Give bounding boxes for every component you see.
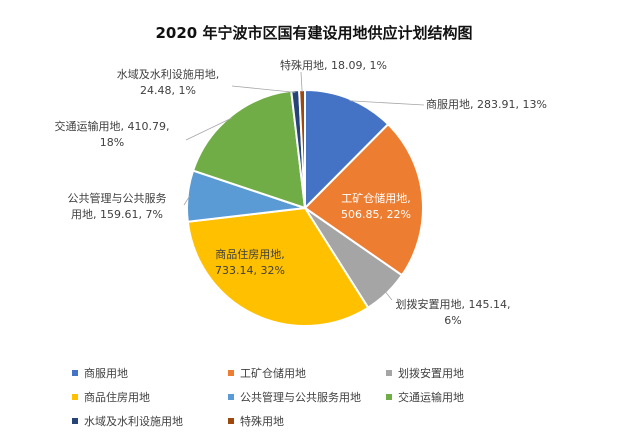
legend-item-teshu: 特殊用地	[228, 413, 284, 429]
leader-line-gonggong	[183, 195, 190, 206]
leader-line-jiaotong	[185, 117, 232, 141]
pie-slice-jiaotong	[191, 89, 307, 210]
legend-item-shangfu: 商服用地	[72, 365, 128, 381]
pie-slice-shangfu	[304, 88, 390, 211]
pie-slice-gongkuang	[303, 122, 424, 277]
chart-title: 2020 年宁波市区国有建设用地供应计划结构图	[155, 24, 473, 42]
legend-swatch	[72, 370, 78, 376]
leader-line-shuiyu	[231, 85, 296, 93]
data-label-shangfu: 商服用地, 283.91, 13%	[426, 98, 547, 111]
legend-item-huabo: 划拨安置用地	[386, 365, 464, 381]
data-label-shuiyu: 水域及水利设施用地, 24.48, 1%	[116, 68, 220, 97]
legend-item-gongkuang: 工矿仓储用地	[228, 365, 306, 381]
data-label-huabo: 划拨安置用地, 145.14, 6%	[395, 298, 511, 327]
legend-swatch	[228, 370, 234, 376]
data-label-gonggong: 公共管理与公共服务 用地, 159.61, 7%	[67, 192, 167, 221]
leader-line-teshu	[300, 71, 303, 93]
legend-item-gonggong: 公共管理与公共服务用地	[228, 389, 361, 405]
legend-item-jiaotong: 交通运输用地	[386, 389, 464, 405]
legend-swatch	[228, 394, 234, 400]
legend-swatch	[386, 394, 392, 400]
data-label-zhufang: 商品住房用地, 733.14, 32%	[215, 248, 285, 277]
legend-swatch	[386, 370, 392, 376]
data-label-jiaotong: 交通运输用地, 410.79, 18%	[54, 120, 170, 149]
leader-line-huabo	[384, 291, 393, 301]
pie-slice-zhufang	[186, 206, 370, 327]
legend-swatch	[72, 418, 78, 424]
data-label-gongkuang: 工矿仓储用地, 506.85, 22%	[341, 192, 411, 221]
legend-swatch	[72, 394, 78, 400]
leader-line-shangfu	[349, 100, 425, 106]
legend-swatch	[228, 418, 234, 424]
legend-item-zhufang: 商品住房用地	[72, 389, 150, 405]
legend-item-shuiyu: 水域及水利设施用地	[72, 413, 183, 429]
data-label-teshu: 特殊用地, 18.09, 1%	[280, 59, 387, 72]
